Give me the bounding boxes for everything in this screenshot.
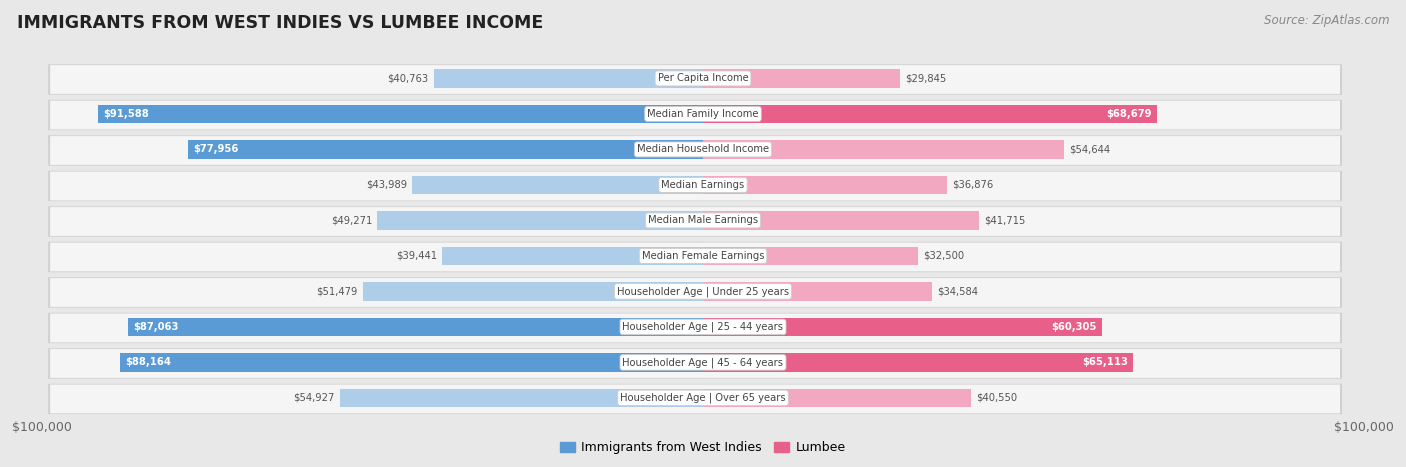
- FancyBboxPatch shape: [48, 277, 1341, 308]
- Text: $60,305: $60,305: [1050, 322, 1097, 332]
- Text: $87,063: $87,063: [134, 322, 179, 332]
- FancyBboxPatch shape: [48, 135, 1341, 166]
- FancyBboxPatch shape: [48, 171, 1341, 201]
- Text: Householder Age | 25 - 44 years: Householder Age | 25 - 44 years: [623, 322, 783, 332]
- FancyBboxPatch shape: [48, 100, 1341, 130]
- Text: $41,715: $41,715: [984, 215, 1025, 226]
- Text: $65,113: $65,113: [1083, 357, 1128, 368]
- Bar: [377, 211, 703, 230]
- Bar: [128, 318, 703, 336]
- Bar: [703, 389, 972, 407]
- Text: Median Household Income: Median Household Income: [637, 144, 769, 155]
- Text: $88,164: $88,164: [125, 357, 172, 368]
- Legend: Immigrants from West Indies, Lumbee: Immigrants from West Indies, Lumbee: [555, 436, 851, 459]
- Text: $34,584: $34,584: [936, 286, 977, 297]
- Text: Householder Age | 45 - 64 years: Householder Age | 45 - 64 years: [623, 357, 783, 368]
- FancyBboxPatch shape: [48, 313, 1341, 343]
- Text: $29,845: $29,845: [905, 73, 946, 84]
- Text: Householder Age | Over 65 years: Householder Age | Over 65 years: [620, 393, 786, 403]
- FancyBboxPatch shape: [51, 136, 1340, 165]
- Text: Median Male Earnings: Median Male Earnings: [648, 215, 758, 226]
- Text: Median Family Income: Median Family Income: [647, 109, 759, 119]
- Text: $40,550: $40,550: [976, 393, 1018, 403]
- Bar: [703, 211, 979, 230]
- FancyBboxPatch shape: [48, 206, 1341, 237]
- FancyBboxPatch shape: [48, 348, 1341, 379]
- FancyBboxPatch shape: [51, 242, 1340, 271]
- FancyBboxPatch shape: [51, 349, 1340, 378]
- Bar: [703, 318, 1101, 336]
- FancyBboxPatch shape: [48, 384, 1341, 414]
- Text: $77,956: $77,956: [193, 144, 239, 155]
- FancyBboxPatch shape: [51, 278, 1340, 307]
- Text: $51,479: $51,479: [316, 286, 357, 297]
- FancyBboxPatch shape: [51, 207, 1340, 236]
- Text: $68,679: $68,679: [1107, 109, 1152, 119]
- Text: $49,271: $49,271: [330, 215, 373, 226]
- Bar: [703, 282, 932, 301]
- Text: Householder Age | Under 25 years: Householder Age | Under 25 years: [617, 286, 789, 297]
- Bar: [703, 353, 1133, 372]
- Text: Median Earnings: Median Earnings: [661, 180, 745, 190]
- Bar: [703, 140, 1064, 159]
- Bar: [412, 176, 703, 194]
- FancyBboxPatch shape: [51, 65, 1340, 94]
- Bar: [98, 105, 703, 123]
- FancyBboxPatch shape: [48, 242, 1341, 272]
- Bar: [121, 353, 703, 372]
- Text: Source: ZipAtlas.com: Source: ZipAtlas.com: [1264, 14, 1389, 27]
- Bar: [703, 105, 1157, 123]
- Text: $32,500: $32,500: [924, 251, 965, 261]
- Text: IMMIGRANTS FROM WEST INDIES VS LUMBEE INCOME: IMMIGRANTS FROM WEST INDIES VS LUMBEE IN…: [17, 14, 543, 32]
- Bar: [703, 247, 918, 265]
- Bar: [188, 140, 703, 159]
- Text: $91,588: $91,588: [103, 109, 149, 119]
- Bar: [703, 176, 946, 194]
- Text: $54,644: $54,644: [1070, 144, 1111, 155]
- FancyBboxPatch shape: [51, 313, 1340, 342]
- Text: $43,989: $43,989: [366, 180, 406, 190]
- Text: $40,763: $40,763: [387, 73, 429, 84]
- Text: Per Capita Income: Per Capita Income: [658, 73, 748, 84]
- Bar: [443, 247, 703, 265]
- Text: $54,927: $54,927: [294, 393, 335, 403]
- FancyBboxPatch shape: [51, 100, 1340, 129]
- Text: Median Female Earnings: Median Female Earnings: [641, 251, 765, 261]
- Text: $36,876: $36,876: [952, 180, 993, 190]
- FancyBboxPatch shape: [51, 384, 1340, 413]
- FancyBboxPatch shape: [51, 171, 1340, 200]
- FancyBboxPatch shape: [48, 64, 1341, 95]
- Bar: [433, 69, 703, 88]
- Bar: [363, 282, 703, 301]
- Bar: [703, 69, 900, 88]
- Text: $39,441: $39,441: [396, 251, 437, 261]
- Bar: [340, 389, 703, 407]
